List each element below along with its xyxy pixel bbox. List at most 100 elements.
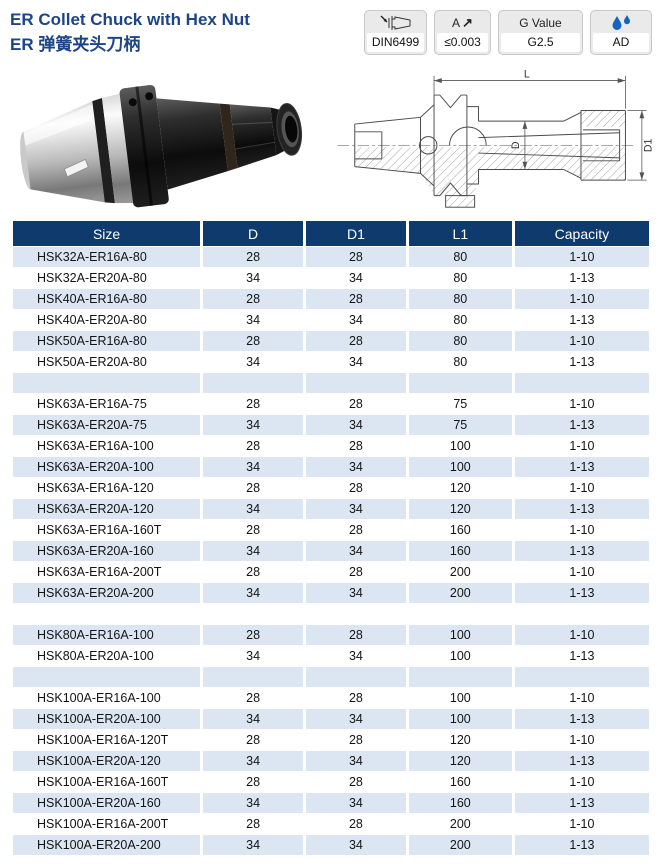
- value-cell: 34: [203, 583, 304, 603]
- value-cell: 28: [306, 289, 406, 309]
- value-cell: 1-13: [514, 268, 649, 288]
- value-cell: 80: [408, 352, 512, 372]
- value-cell: 200: [408, 583, 512, 603]
- table-row: HSK40A-ER20A-80 34 34 80 1-13: [13, 310, 649, 330]
- badge-gvalue: G Value G2.5: [498, 10, 583, 55]
- table-row: HSK100A-ER20A-100 34 34 100 1-13: [13, 709, 649, 729]
- value-cell: 80: [408, 331, 512, 351]
- value-cell: 28: [306, 625, 406, 645]
- value-cell: 28: [306, 562, 406, 582]
- value-cell: 1-13: [514, 352, 649, 372]
- value-cell: 1-10: [514, 436, 649, 456]
- table-row: HSK32A-ER16A-80 28 28 80 1-10: [13, 247, 649, 267]
- value-cell: 1-13: [514, 835, 649, 855]
- spec-table-body: HSK32A-ER16A-80 28 28 80 1-10 HSK32A-ER20A-80…: [13, 247, 649, 855]
- value-cell: 100: [408, 709, 512, 729]
- value-cell: 120: [408, 730, 512, 750]
- size-cell: HSK63A-ER16A-160T: [13, 520, 201, 540]
- value-cell: 120: [408, 751, 512, 771]
- size-cell: HSK63A-ER20A-160: [13, 541, 201, 561]
- size-cell: HSK80A-ER20A-100: [13, 646, 201, 666]
- table-row: HSK63A-ER16A-75 28 28 75 1-10: [13, 394, 649, 414]
- value-cell: 75: [408, 415, 512, 435]
- value-cell: 34: [203, 541, 304, 561]
- value-cell: 80: [408, 247, 512, 267]
- spacer-row: [13, 604, 649, 624]
- value-cell: 28: [306, 436, 406, 456]
- value-cell: 200: [408, 562, 512, 582]
- table-header-row: Size D D1 L1 Capacity: [13, 221, 649, 246]
- value-cell: 120: [408, 499, 512, 519]
- value-cell: 34: [306, 583, 406, 603]
- table-row: HSK63A-ER20A-200 34 34 200 1-13: [13, 583, 649, 603]
- brand-label: [63, 158, 89, 178]
- arrow-ne-icon: ↗: [462, 15, 473, 30]
- value-cell: 28: [306, 394, 406, 414]
- value-cell: 1-10: [514, 520, 649, 540]
- value-cell: 80: [408, 289, 512, 309]
- size-cell: HSK50A-ER16A-80: [13, 331, 201, 351]
- value-cell: 28: [203, 436, 304, 456]
- technical-drawing: L D D1: [328, 68, 658, 213]
- value-cell: [306, 604, 406, 624]
- table-row: HSK50A-ER20A-80 34 34 80 1-13: [13, 352, 649, 372]
- value-cell: 28: [203, 730, 304, 750]
- badge-runout: A ↗ ≤0.003: [434, 10, 491, 55]
- size-cell: HSK100A-ER16A-200T: [13, 814, 201, 834]
- value-cell: 1-13: [514, 793, 649, 813]
- size-cell: [13, 604, 201, 624]
- size-cell: HSK32A-ER20A-80: [13, 268, 201, 288]
- value-cell: [306, 667, 406, 687]
- table-row: HSK100A-ER16A-200T 28 28 200 1-10: [13, 814, 649, 834]
- table-row: HSK100A-ER16A-120T 28 28 120 1-10: [13, 730, 649, 750]
- value-cell: 34: [203, 268, 304, 288]
- value-cell: 28: [306, 772, 406, 792]
- table-row: HSK100A-ER16A-100 28 28 100 1-10: [13, 688, 649, 708]
- value-cell: 1-10: [514, 562, 649, 582]
- value-cell: 200: [408, 814, 512, 834]
- value-cell: 28: [203, 478, 304, 498]
- value-cell: [514, 667, 649, 687]
- size-cell: [13, 373, 201, 393]
- value-cell: 1-13: [514, 583, 649, 603]
- value-cell: 1-10: [514, 625, 649, 645]
- value-cell: 28: [203, 772, 304, 792]
- table-row: HSK100A-ER20A-120 34 34 120 1-13: [13, 751, 649, 771]
- value-cell: 34: [203, 310, 304, 330]
- column-header-d1: D1: [306, 221, 406, 246]
- value-cell: 34: [306, 268, 406, 288]
- value-cell: 1-10: [514, 730, 649, 750]
- value-cell: 80: [408, 268, 512, 288]
- value-cell: 28: [306, 814, 406, 834]
- dim-label-d: D: [510, 141, 522, 149]
- badge-runout-value: ≤0.003: [437, 33, 488, 52]
- size-cell: HSK63A-ER20A-120: [13, 499, 201, 519]
- runout-letter: A: [452, 16, 461, 30]
- badge-din-standard: DIN6499: [364, 10, 427, 55]
- droplets-icon: [593, 13, 649, 33]
- value-cell: 34: [306, 352, 406, 372]
- value-cell: 160: [408, 541, 512, 561]
- value-cell: 100: [408, 436, 512, 456]
- value-cell: 34: [306, 310, 406, 330]
- value-cell: 34: [203, 835, 304, 855]
- size-cell: HSK63A-ER20A-200: [13, 583, 201, 603]
- value-cell: 200: [408, 835, 512, 855]
- table-row: HSK100A-ER20A-160 34 34 160 1-13: [13, 793, 649, 813]
- value-cell: [408, 373, 512, 393]
- size-cell: HSK63A-ER16A-200T: [13, 562, 201, 582]
- table-row: HSK80A-ER20A-100 34 34 100 1-13: [13, 646, 649, 666]
- value-cell: 28: [203, 289, 304, 309]
- value-cell: 1-13: [514, 499, 649, 519]
- value-cell: 100: [408, 457, 512, 477]
- table-row: HSK100A-ER16A-160T 28 28 160 1-10: [13, 772, 649, 792]
- value-cell: 34: [203, 415, 304, 435]
- value-cell: 34: [306, 793, 406, 813]
- title-block: ER Collet Chuck with Hex Nut ER 弹簧夹头刀柄: [10, 8, 250, 57]
- column-header-capacity: Capacity: [514, 221, 649, 246]
- size-cell: HSK100A-ER16A-120T: [13, 730, 201, 750]
- table-row: HSK63A-ER20A-100 34 34 100 1-13: [13, 457, 649, 477]
- size-cell: HSK100A-ER16A-100: [13, 688, 201, 708]
- size-cell: HSK50A-ER20A-80: [13, 352, 201, 372]
- value-cell: 28: [203, 625, 304, 645]
